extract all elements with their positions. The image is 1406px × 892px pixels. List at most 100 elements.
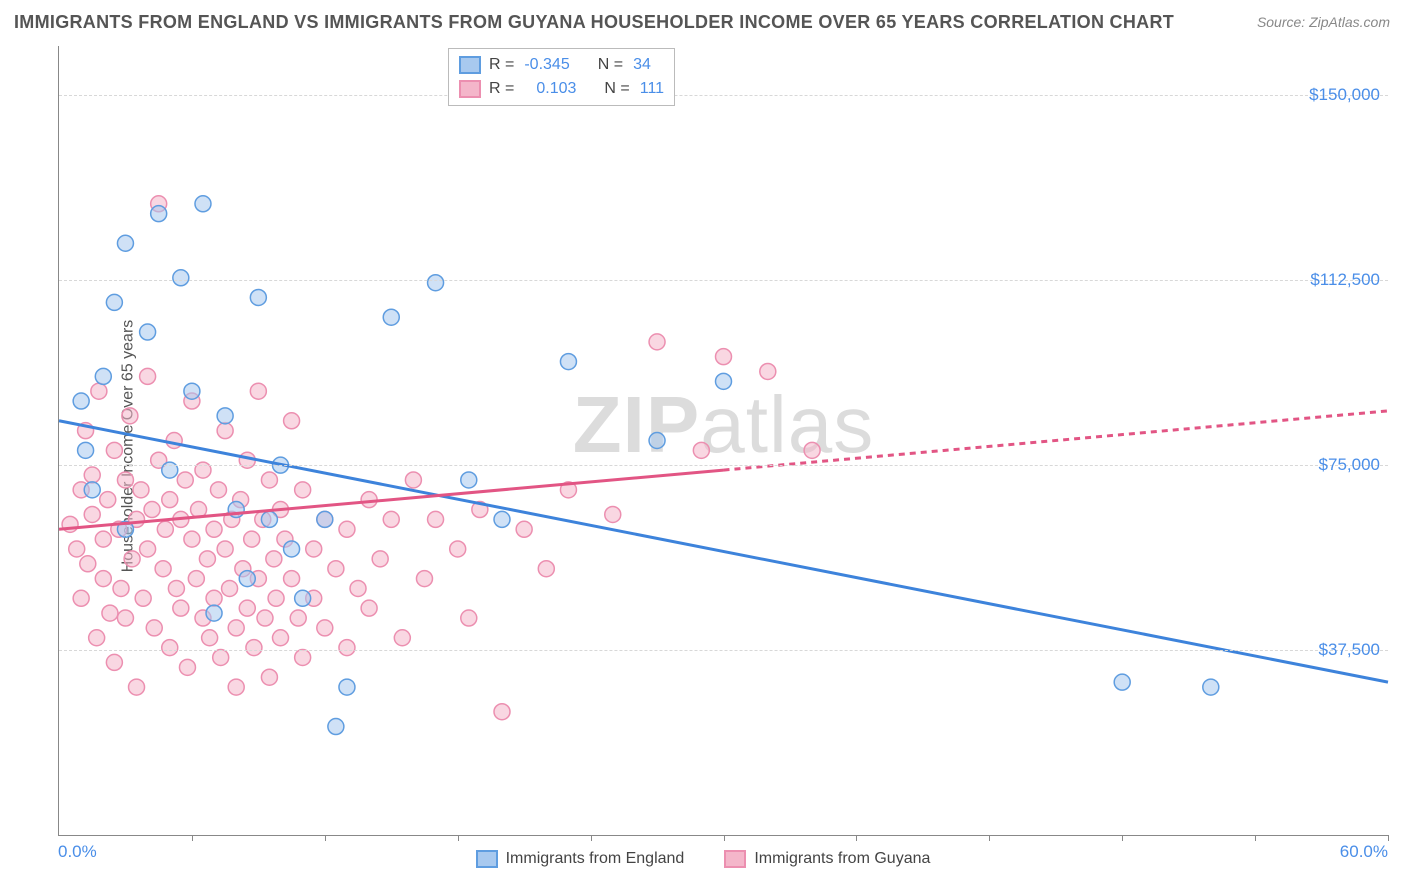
data-point (295, 649, 311, 665)
r-value-guyana: 0.103 (536, 77, 576, 101)
data-point (135, 590, 151, 606)
data-point (117, 472, 133, 488)
data-point (266, 551, 282, 567)
data-point (250, 383, 266, 399)
swatch-england-icon (476, 850, 498, 868)
data-point (1114, 674, 1130, 690)
gridline (59, 280, 1388, 281)
data-point (760, 363, 776, 379)
data-point (516, 521, 532, 537)
data-point (268, 590, 284, 606)
data-point (339, 679, 355, 695)
swatch-england (459, 56, 481, 74)
data-point (461, 472, 477, 488)
data-point (228, 620, 244, 636)
data-point (649, 334, 665, 350)
data-point (78, 442, 94, 458)
gridline (59, 650, 1388, 651)
xtick (1388, 835, 1389, 841)
data-point (246, 640, 262, 656)
data-point (328, 719, 344, 735)
data-point (73, 590, 89, 606)
ytick-label: $37,500 (1319, 640, 1380, 660)
data-point (144, 502, 160, 518)
data-point (206, 521, 222, 537)
data-point (188, 571, 204, 587)
xtick (856, 835, 857, 841)
data-point (284, 571, 300, 587)
xtick (325, 835, 326, 841)
data-point (195, 196, 211, 212)
data-point (339, 640, 355, 656)
source-label: Source: ZipAtlas.com (1257, 14, 1390, 30)
bottom-legend-guyana-label: Immigrants from Guyana (754, 850, 930, 868)
data-point (210, 482, 226, 498)
data-point (649, 433, 665, 449)
data-point (217, 541, 233, 557)
r-label-england: R = (489, 53, 514, 77)
data-point (716, 349, 732, 365)
bottom-legend-guyana: Immigrants from Guyana (724, 850, 930, 868)
data-point (122, 408, 138, 424)
chart-title: IMMIGRANTS FROM ENGLAND VS IMMIGRANTS FR… (14, 12, 1174, 33)
data-point (184, 531, 200, 547)
data-point (113, 580, 129, 596)
data-point (157, 521, 173, 537)
data-point (151, 206, 167, 222)
xlim-min: 0.0% (58, 842, 97, 862)
data-point (95, 531, 111, 547)
data-point (206, 605, 222, 621)
data-point (383, 511, 399, 527)
xtick (1255, 835, 1256, 841)
data-point (290, 610, 306, 626)
swatch-guyana-icon (724, 850, 746, 868)
data-point (428, 511, 444, 527)
bottom-legend: Immigrants from England Immigrants from … (0, 850, 1406, 868)
xlim-max: 60.0% (1340, 842, 1388, 862)
data-point (95, 571, 111, 587)
data-point (284, 413, 300, 429)
data-point (84, 506, 100, 522)
data-point (394, 630, 410, 646)
data-point (129, 679, 145, 695)
r-value-england: -0.345 (524, 53, 569, 77)
legend-row-england: R = -0.345 N = 34 (459, 53, 664, 77)
data-point (89, 630, 105, 646)
legend-row-guyana: R = 0.103 N = 111 (459, 77, 664, 101)
data-point (261, 472, 277, 488)
data-point (206, 590, 222, 606)
data-point (117, 235, 133, 251)
data-point (199, 551, 215, 567)
data-point (605, 506, 621, 522)
bottom-legend-england-label: Immigrants from England (506, 850, 685, 868)
n-value-guyana: 111 (640, 77, 664, 101)
data-point (95, 368, 111, 384)
data-point (273, 630, 289, 646)
data-point (140, 541, 156, 557)
data-point (217, 408, 233, 424)
data-point (173, 270, 189, 286)
data-point (102, 605, 118, 621)
data-point (494, 704, 510, 720)
data-point (428, 275, 444, 291)
data-point (405, 472, 421, 488)
n-value-england: 34 (633, 53, 651, 77)
data-point (162, 640, 178, 656)
data-point (155, 561, 171, 577)
data-point (173, 600, 189, 616)
data-point (100, 492, 116, 508)
data-point (166, 433, 182, 449)
data-point (184, 383, 200, 399)
data-point (69, 541, 85, 557)
data-point (372, 551, 388, 567)
data-point (350, 580, 366, 596)
data-point (213, 649, 229, 665)
data-point (239, 600, 255, 616)
xtick (192, 835, 193, 841)
data-point (538, 561, 554, 577)
data-point (168, 580, 184, 596)
data-point (383, 309, 399, 325)
data-point (124, 551, 140, 567)
data-point (140, 324, 156, 340)
n-label-england: N = (598, 53, 623, 77)
